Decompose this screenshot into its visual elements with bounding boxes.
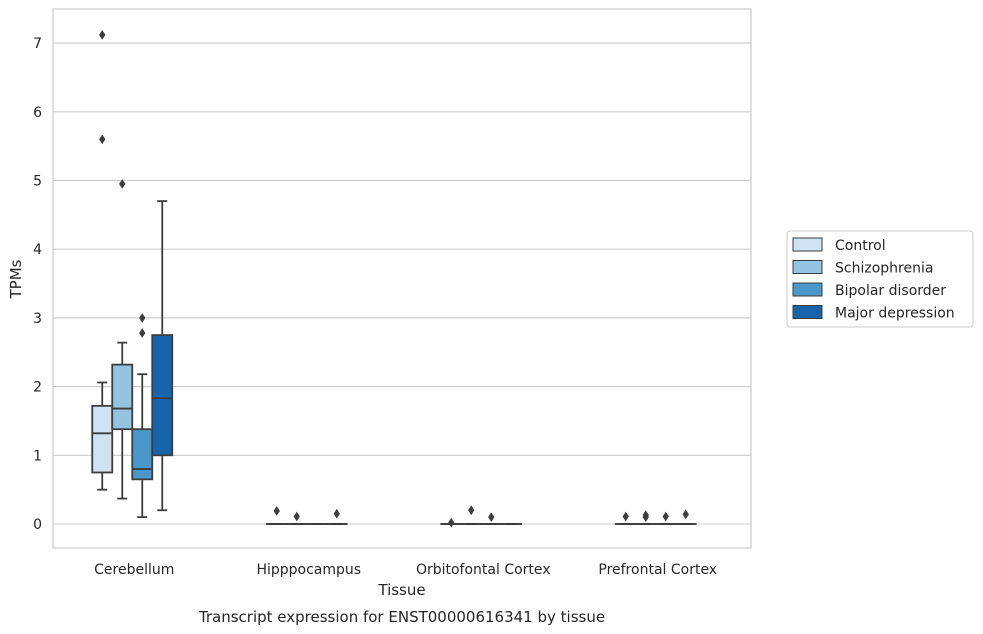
legend-item: Major depression bbox=[792, 305, 955, 322]
legend-item: Control bbox=[792, 237, 886, 254]
box bbox=[634, 510, 657, 525]
x-tick-label: Prefrontal Cortex bbox=[598, 562, 717, 578]
box bbox=[325, 508, 348, 525]
box bbox=[265, 506, 288, 525]
outlier-point bbox=[333, 508, 340, 519]
box-body bbox=[91, 404, 114, 474]
y-tick-label: 0 bbox=[33, 517, 42, 533]
chart-caption: Transcript expression for ENST0000061634… bbox=[198, 608, 605, 626]
outlier-point bbox=[468, 505, 475, 516]
y-tick-label: 5 bbox=[33, 174, 42, 190]
outlier-point bbox=[622, 511, 629, 522]
box bbox=[111, 179, 134, 500]
x-axis-title: Tissue bbox=[377, 581, 425, 599]
outlier-point bbox=[273, 506, 280, 516]
series-major-depression bbox=[151, 200, 697, 525]
plot-frame bbox=[52, 8, 752, 549]
outlier-point bbox=[119, 179, 126, 189]
outlier-point bbox=[682, 509, 689, 520]
x-tick-label: Orbitofontal Cortex bbox=[416, 562, 551, 578]
legend-item: Bipolar disorder bbox=[792, 282, 946, 299]
y-tick-label: 2 bbox=[33, 380, 42, 396]
legend-frame bbox=[786, 230, 974, 328]
x-tick-labels: Cerebellum Hipppocampus Orbitofontal Corte… bbox=[94, 562, 717, 578]
outlier-point bbox=[139, 328, 146, 338]
outlier-point bbox=[488, 512, 495, 522]
y-tick-labels: 0 1 2 3 4 5 6 7 bbox=[33, 36, 42, 533]
legend-label: Control bbox=[835, 238, 886, 254]
y-tick-label: 1 bbox=[33, 448, 42, 464]
legend-swatch bbox=[792, 305, 823, 319]
box-body bbox=[151, 334, 174, 457]
box bbox=[614, 511, 637, 525]
y-tick-label: 3 bbox=[33, 311, 42, 327]
box-body bbox=[131, 428, 154, 481]
legend-label: Bipolar disorder bbox=[835, 283, 946, 299]
series-control bbox=[91, 30, 637, 528]
box-series bbox=[91, 30, 697, 528]
box bbox=[91, 30, 114, 491]
outlier-point bbox=[293, 511, 300, 522]
legend-swatch bbox=[792, 260, 823, 274]
box bbox=[460, 505, 483, 525]
box bbox=[440, 517, 463, 528]
y-tick-label: 7 bbox=[33, 36, 42, 52]
legend-swatch bbox=[792, 282, 823, 297]
legend-label: Major depression bbox=[835, 306, 955, 322]
x-tick-label: Hipppocampus bbox=[256, 562, 361, 578]
series-bipolar-disorder bbox=[131, 313, 677, 525]
y-axis-title: TPMs bbox=[7, 259, 25, 299]
outlier-point bbox=[139, 313, 146, 323]
legend-label: Schizophrenia bbox=[835, 261, 933, 277]
box bbox=[285, 511, 308, 525]
outlier-point bbox=[448, 517, 455, 528]
legend: Control Schizophrenia Bipolar disorder Majo… bbox=[786, 230, 974, 328]
y-tick-label: 6 bbox=[33, 105, 42, 121]
box bbox=[480, 512, 503, 525]
box-body bbox=[111, 363, 134, 431]
x-tick-label: Cerebellum bbox=[94, 562, 174, 578]
outlier-point bbox=[99, 134, 106, 145]
box bbox=[131, 313, 154, 519]
outlier-point bbox=[642, 510, 649, 520]
box bbox=[674, 509, 697, 525]
legend-item: Schizophrenia bbox=[792, 260, 933, 277]
box bbox=[654, 511, 677, 525]
legend-swatch bbox=[792, 237, 823, 252]
box bbox=[151, 200, 174, 512]
outlier-point bbox=[662, 511, 669, 522]
outlier-point bbox=[99, 30, 106, 40]
y-tick-label: 4 bbox=[33, 242, 42, 258]
series-schizophrenia bbox=[111, 179, 657, 525]
